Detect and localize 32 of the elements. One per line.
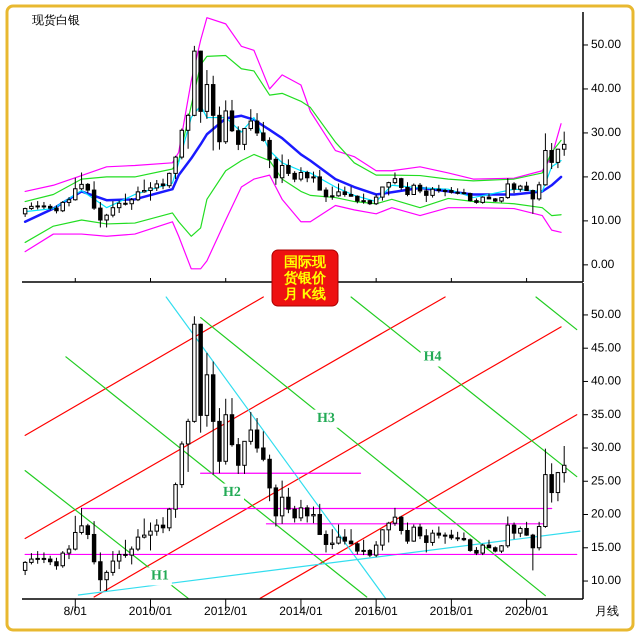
x-tick-label: 2012/01 xyxy=(204,604,248,618)
y-tick-label: 35.00 xyxy=(591,406,622,421)
y-tick-label: 50.00 xyxy=(591,37,622,52)
x-tick-label: 2018/01 xyxy=(430,604,474,618)
line-series xyxy=(24,174,562,270)
x-tick-label: 2010/01 xyxy=(128,604,173,618)
y-tick-label: 15.00 xyxy=(591,540,622,554)
x-tick-label: 2016/01 xyxy=(354,604,398,618)
y-tick-label: 25.00 xyxy=(591,473,622,488)
y-tick-label: 30.00 xyxy=(591,125,622,140)
y-tick-label: 30.00 xyxy=(591,440,622,454)
y-tick-label: 10.00 xyxy=(591,213,622,228)
y-tick-label: 0.00 xyxy=(591,257,615,272)
y-tick-label: 20.00 xyxy=(591,169,622,184)
annotation: H2 xyxy=(223,484,241,500)
annotation: 国际现货银价月 K线 xyxy=(283,254,327,302)
annotation: H1 xyxy=(150,568,169,584)
y-tick-label: 45.00 xyxy=(591,340,622,354)
x-tick-label: 2020/01 xyxy=(504,604,549,618)
line-series xyxy=(24,54,562,202)
x-axis-title: 月线 xyxy=(595,604,619,618)
y-tick-label: 40.00 xyxy=(591,374,622,388)
y-tick-label: 10.00 xyxy=(591,573,622,588)
x-tick-label: 2014/01 xyxy=(279,604,323,618)
chart-title: 现货白银 xyxy=(32,13,80,28)
annotation: H3 xyxy=(317,410,335,426)
x-tick-label: 8/01 xyxy=(64,604,88,618)
annotation: H4 xyxy=(424,350,442,365)
line-series xyxy=(24,114,562,224)
y-tick-label: 40.00 xyxy=(591,81,622,96)
y-tick-label: 50.00 xyxy=(591,307,622,322)
y-tick-label: 20.00 xyxy=(591,506,622,521)
